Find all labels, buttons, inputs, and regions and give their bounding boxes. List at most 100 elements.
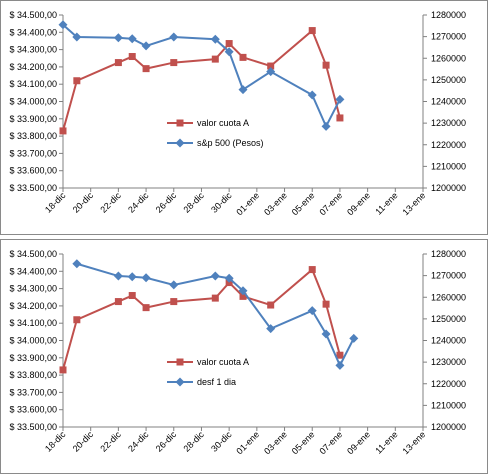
legend-label: valor cuota A bbox=[197, 357, 249, 367]
data-point-diamond bbox=[307, 306, 317, 316]
y-right-tick-label: 1210000 bbox=[431, 161, 466, 171]
y-right-tick-label: 1280000 bbox=[431, 10, 466, 20]
y-right-tick-label: 1240000 bbox=[431, 336, 466, 346]
legend-label: desf 1 dia bbox=[197, 377, 236, 387]
x-tick-label: 05-ene bbox=[290, 429, 317, 456]
data-point-diamond bbox=[72, 32, 82, 42]
legend-marker-diamond bbox=[175, 377, 185, 387]
data-point-square bbox=[59, 127, 67, 135]
x-tick-label: 09-ene bbox=[345, 190, 372, 217]
data-point-square bbox=[267, 301, 275, 309]
x-tick-label: 28-dic bbox=[181, 429, 206, 454]
data-point-diamond bbox=[224, 273, 234, 283]
y-left-tick-label: $ 34.300,00 bbox=[9, 284, 57, 294]
y-right-tick-label: 1200000 bbox=[431, 183, 466, 193]
x-tick-label: 01-ene bbox=[234, 429, 261, 456]
x-tick-label: 13-ene bbox=[401, 429, 428, 456]
y-left-tick-label: $ 34.200,00 bbox=[9, 301, 57, 311]
data-point-square bbox=[114, 59, 122, 67]
y-right-tick-label: 1270000 bbox=[431, 32, 466, 42]
series-line-0 bbox=[62, 28, 341, 132]
y-right-tick-label: 1220000 bbox=[431, 379, 466, 389]
y-left-tick-label: $ 34.300,00 bbox=[9, 45, 57, 55]
y-left-tick-label: $ 33.600,00 bbox=[9, 405, 57, 415]
data-point-square bbox=[239, 292, 247, 300]
data-point-square bbox=[336, 351, 344, 359]
data-point-diamond bbox=[169, 280, 179, 290]
x-tick-label: 20-dic bbox=[71, 190, 96, 215]
data-point-square bbox=[225, 40, 233, 48]
x-tick-label: 03-ene bbox=[262, 429, 289, 456]
x-tick-label: 20-dic bbox=[71, 429, 96, 454]
x-tick-label: 26-dic bbox=[154, 190, 179, 215]
y-left-tick-label: $ 34.400,00 bbox=[9, 27, 57, 37]
y-left-tick-label: $ 33.500,00 bbox=[9, 422, 57, 432]
x-tick-label: 24-dic bbox=[126, 429, 151, 454]
data-point-square bbox=[128, 292, 136, 300]
data-point-diamond bbox=[141, 41, 151, 51]
x-tick-label: 30-dic bbox=[209, 190, 234, 215]
y-left-tick-label: $ 33.600,00 bbox=[9, 166, 57, 176]
data-point-square bbox=[142, 304, 150, 312]
y-right-tick-label: 1200000 bbox=[431, 422, 466, 432]
x-tick-label: 30-dic bbox=[209, 429, 234, 454]
data-point-square bbox=[211, 294, 219, 302]
y-right-tick-label: 1220000 bbox=[431, 140, 466, 150]
data-point-square bbox=[308, 27, 316, 35]
y-left-tick-label: $ 34.100,00 bbox=[9, 79, 57, 89]
data-point-square bbox=[114, 298, 122, 306]
data-point-diamond bbox=[238, 85, 248, 95]
series-line-0 bbox=[62, 267, 341, 371]
data-point-square bbox=[59, 366, 67, 374]
data-point-diamond bbox=[321, 121, 331, 131]
data-point-diamond bbox=[307, 90, 317, 100]
y-left-tick-label: $ 33.800,00 bbox=[9, 131, 57, 141]
data-point-diamond bbox=[238, 286, 248, 296]
x-tick-label: 28-dic bbox=[181, 190, 206, 215]
y-left-tick-label: $ 34.100,00 bbox=[9, 318, 57, 328]
data-point-square bbox=[211, 55, 219, 63]
data-point-square bbox=[142, 65, 150, 73]
y-left-tick-label: $ 34.200,00 bbox=[9, 62, 57, 72]
data-point-square bbox=[73, 77, 81, 85]
data-point-diamond bbox=[127, 34, 137, 44]
data-point-diamond bbox=[210, 34, 220, 44]
y-left-tick-label: $ 33.900,00 bbox=[9, 353, 57, 363]
y-left-tick-label: $ 33.800,00 bbox=[9, 370, 57, 380]
data-point-diamond bbox=[169, 32, 179, 42]
x-tick-label: 09-ene bbox=[345, 429, 372, 456]
data-point-diamond bbox=[210, 271, 220, 281]
x-tick-label: 18-dic bbox=[43, 190, 68, 215]
data-point-square bbox=[73, 316, 81, 324]
data-point-diamond bbox=[335, 94, 345, 104]
chart-svg-bottom: $ 33.500,00 $ 33.600,00 $ 33.700,00 $ 33.80… bbox=[9, 249, 466, 456]
data-point-square bbox=[336, 114, 344, 122]
data-point-diamond bbox=[321, 329, 331, 339]
chart-panel-bottom: $ 33.500,00 $ 33.600,00 $ 33.700,00 $ 33.80… bbox=[0, 239, 488, 474]
x-tick-label: 22-dic bbox=[98, 429, 123, 454]
data-point-diamond bbox=[335, 360, 345, 370]
y-right-tick-label: 1230000 bbox=[431, 118, 466, 128]
legend-marker-square bbox=[176, 119, 184, 127]
y-right-tick-label: 1230000 bbox=[431, 357, 466, 367]
x-tick-label: 07-ene bbox=[317, 190, 344, 217]
x-tick-label: 24-dic bbox=[126, 190, 151, 215]
data-point-diamond bbox=[127, 272, 137, 282]
chart-panel-top: $ 33.500,00 $ 33.600,00 $ 33.700,00 $ 33.80… bbox=[0, 0, 488, 235]
x-tick-label: 22-dic bbox=[98, 190, 123, 215]
legend-marker-diamond bbox=[175, 138, 185, 148]
data-point-square bbox=[170, 298, 178, 306]
chart-svg-top: $ 33.500,00 $ 33.600,00 $ 33.700,00 $ 33.80… bbox=[9, 10, 466, 217]
data-point-diamond bbox=[266, 67, 276, 77]
y-right-tick-label: 1280000 bbox=[431, 249, 466, 259]
y-right-tick-label: 1250000 bbox=[431, 314, 466, 324]
x-tick-label: 05-ene bbox=[290, 190, 317, 217]
data-point-square bbox=[170, 59, 178, 67]
y-right-tick-label: 1210000 bbox=[431, 400, 466, 410]
x-tick-label: 01-ene bbox=[234, 190, 261, 217]
x-tick-label: 26-dic bbox=[154, 429, 179, 454]
x-tick-label: 18-dic bbox=[43, 429, 68, 454]
data-point-diamond bbox=[72, 259, 82, 269]
y-right-tick-label: 1260000 bbox=[431, 292, 466, 302]
y-left-tick-label: $ 34.000,00 bbox=[9, 336, 57, 346]
